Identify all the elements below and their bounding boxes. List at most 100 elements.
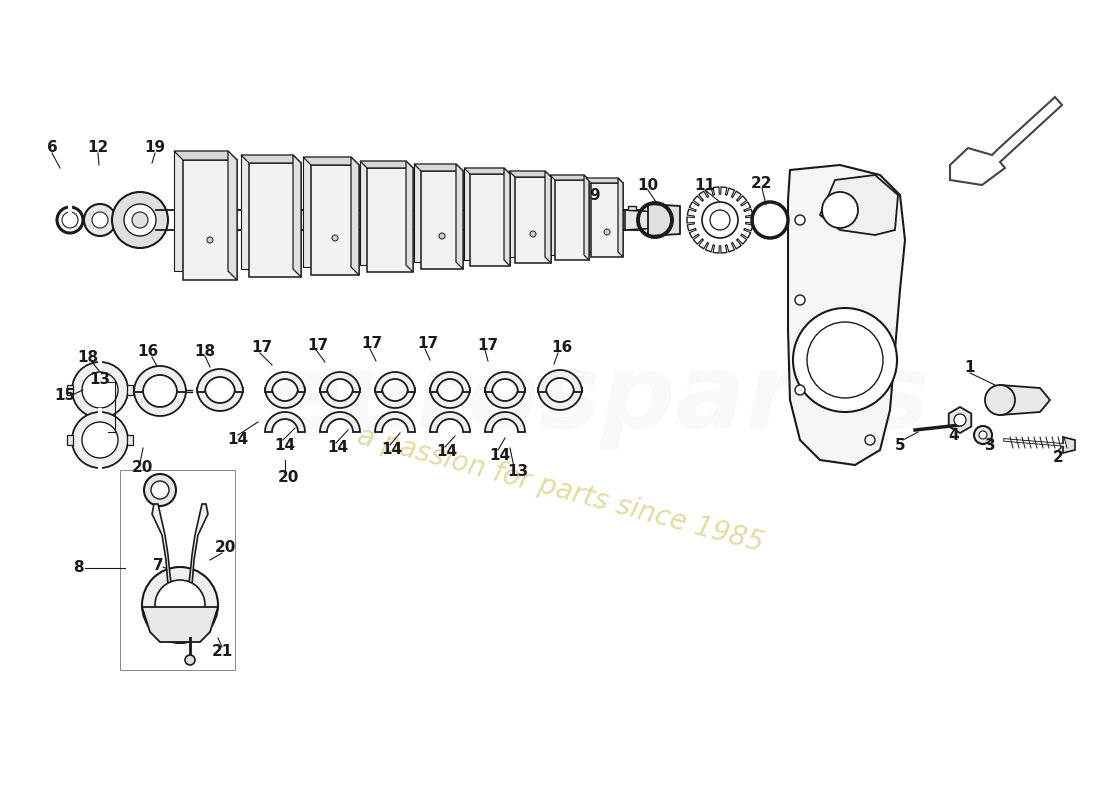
Polygon shape bbox=[586, 178, 623, 183]
Text: 22: 22 bbox=[751, 175, 772, 190]
Circle shape bbox=[822, 192, 858, 228]
Circle shape bbox=[984, 385, 1015, 415]
Text: 14: 14 bbox=[382, 442, 403, 458]
Polygon shape bbox=[515, 177, 551, 263]
Polygon shape bbox=[550, 175, 584, 255]
Polygon shape bbox=[586, 178, 618, 252]
Text: 14: 14 bbox=[490, 447, 510, 462]
Polygon shape bbox=[320, 388, 360, 408]
Circle shape bbox=[144, 474, 176, 506]
Polygon shape bbox=[406, 161, 412, 272]
Polygon shape bbox=[249, 163, 301, 277]
Circle shape bbox=[82, 422, 118, 458]
Polygon shape bbox=[464, 168, 504, 260]
Circle shape bbox=[142, 567, 218, 643]
Text: 10: 10 bbox=[637, 178, 659, 193]
Polygon shape bbox=[265, 412, 305, 432]
Circle shape bbox=[92, 212, 108, 228]
Text: 17: 17 bbox=[307, 338, 329, 353]
Text: 14: 14 bbox=[437, 445, 458, 459]
Polygon shape bbox=[158, 603, 202, 625]
Polygon shape bbox=[228, 151, 236, 280]
Polygon shape bbox=[430, 372, 470, 392]
Polygon shape bbox=[625, 210, 660, 230]
Polygon shape bbox=[134, 390, 186, 416]
Circle shape bbox=[795, 295, 805, 305]
Text: 14: 14 bbox=[274, 438, 296, 453]
Polygon shape bbox=[293, 155, 301, 277]
Polygon shape bbox=[67, 385, 73, 395]
Polygon shape bbox=[320, 372, 360, 392]
Circle shape bbox=[954, 414, 966, 426]
Polygon shape bbox=[134, 366, 186, 392]
Polygon shape bbox=[485, 412, 525, 432]
Text: 18: 18 bbox=[195, 343, 216, 358]
Polygon shape bbox=[174, 151, 228, 271]
Text: 17: 17 bbox=[362, 337, 383, 351]
Polygon shape bbox=[67, 435, 73, 445]
Text: 8: 8 bbox=[73, 561, 84, 575]
Polygon shape bbox=[430, 412, 470, 432]
Polygon shape bbox=[820, 175, 898, 235]
Text: 14: 14 bbox=[328, 441, 349, 455]
Circle shape bbox=[57, 207, 82, 233]
Polygon shape bbox=[265, 388, 305, 408]
Text: 5: 5 bbox=[894, 438, 905, 453]
Text: 13: 13 bbox=[507, 465, 529, 479]
Polygon shape bbox=[538, 388, 582, 410]
Text: 2: 2 bbox=[1053, 450, 1064, 466]
Polygon shape bbox=[470, 174, 510, 266]
Text: 15: 15 bbox=[54, 387, 76, 402]
Polygon shape bbox=[351, 157, 359, 275]
Polygon shape bbox=[456, 164, 463, 269]
Polygon shape bbox=[241, 155, 293, 269]
Polygon shape bbox=[464, 168, 510, 174]
Text: 17: 17 bbox=[252, 341, 273, 355]
Polygon shape bbox=[311, 165, 359, 275]
Circle shape bbox=[604, 229, 611, 235]
Circle shape bbox=[62, 212, 78, 228]
Text: 17: 17 bbox=[477, 338, 498, 353]
Text: 6: 6 bbox=[46, 141, 57, 155]
Polygon shape bbox=[648, 204, 680, 236]
Circle shape bbox=[530, 231, 536, 237]
Polygon shape bbox=[414, 164, 463, 171]
Text: a passion for parts since 1985: a passion for parts since 1985 bbox=[354, 422, 767, 558]
Polygon shape bbox=[485, 388, 525, 408]
Circle shape bbox=[155, 580, 205, 630]
Circle shape bbox=[185, 655, 195, 665]
Polygon shape bbox=[556, 180, 588, 260]
Circle shape bbox=[439, 233, 446, 239]
Polygon shape bbox=[375, 388, 415, 408]
Circle shape bbox=[84, 204, 116, 236]
Text: 19: 19 bbox=[144, 141, 166, 155]
Text: 4: 4 bbox=[948, 429, 959, 443]
Polygon shape bbox=[197, 388, 243, 411]
Polygon shape bbox=[367, 168, 412, 272]
Text: 16: 16 bbox=[551, 341, 573, 355]
Polygon shape bbox=[430, 388, 470, 408]
Polygon shape bbox=[504, 168, 510, 266]
Polygon shape bbox=[948, 407, 971, 433]
Polygon shape bbox=[241, 155, 301, 163]
Text: 7: 7 bbox=[153, 558, 163, 573]
Text: 17: 17 bbox=[417, 337, 439, 351]
Circle shape bbox=[710, 210, 730, 230]
Circle shape bbox=[151, 481, 169, 499]
Polygon shape bbox=[158, 585, 202, 607]
Polygon shape bbox=[183, 160, 236, 280]
Polygon shape bbox=[265, 372, 305, 392]
Circle shape bbox=[807, 322, 883, 398]
Polygon shape bbox=[1063, 437, 1075, 453]
Polygon shape bbox=[320, 412, 360, 432]
Polygon shape bbox=[509, 171, 551, 177]
Polygon shape bbox=[584, 175, 588, 260]
Polygon shape bbox=[375, 372, 415, 392]
Polygon shape bbox=[152, 504, 208, 590]
Polygon shape bbox=[360, 161, 412, 168]
Polygon shape bbox=[302, 157, 351, 267]
Text: 11: 11 bbox=[694, 178, 715, 193]
Text: 16: 16 bbox=[138, 345, 158, 359]
Circle shape bbox=[974, 426, 992, 444]
Circle shape bbox=[793, 308, 896, 412]
